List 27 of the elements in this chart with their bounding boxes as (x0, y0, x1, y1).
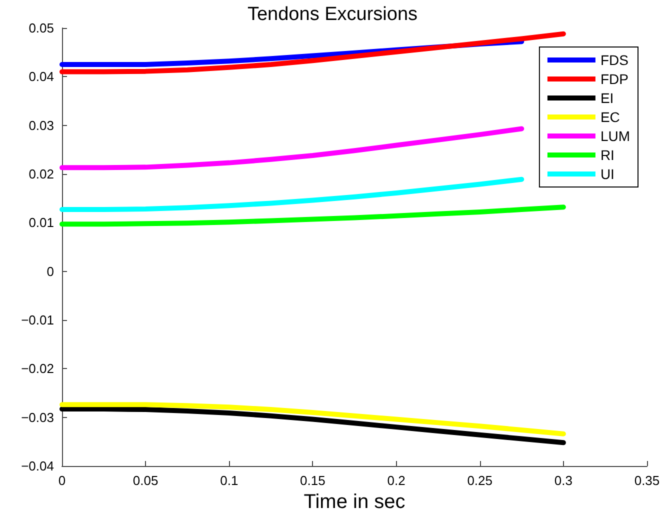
y-tick-label: 0.03 (28, 118, 54, 133)
y-tick-label: 0.02 (28, 166, 54, 182)
x-tick-label: 0.05 (132, 473, 158, 488)
y-tick-label: −0.03 (21, 410, 54, 425)
x-tick-label: 0.25 (467, 473, 493, 488)
x-tick-label: 0.2 (387, 473, 406, 488)
x-tick-label: 0.15 (300, 473, 326, 488)
legend-label: EC (600, 109, 620, 125)
y-tick-label: 0.05 (28, 20, 54, 36)
x-tick-label: 0 (58, 473, 66, 488)
legend-label: RI (600, 147, 614, 163)
x-tick-label: 0.35 (634, 473, 660, 488)
legend-label: LUM (600, 128, 630, 144)
chart-title: Tendons Excursions (247, 4, 418, 25)
legend-label: FDS (600, 52, 628, 68)
y-tick-label: −0.02 (21, 361, 54, 376)
y-tick-label: 0.01 (28, 215, 54, 230)
legend-label: EI (600, 90, 614, 106)
x-tick-label: 0.3 (554, 473, 572, 488)
y-tick-label: 0.04 (28, 69, 54, 84)
y-tick-label: −0.01 (21, 312, 54, 328)
y-tick-label: −0.04 (21, 458, 54, 474)
legend-label: FDP (600, 71, 628, 87)
x-tick-label: 0.1 (220, 473, 238, 488)
x-axis-title: Time in sec (304, 491, 406, 513)
legend-label: UI (600, 166, 614, 182)
y-tick-label: 0 (46, 264, 54, 279)
